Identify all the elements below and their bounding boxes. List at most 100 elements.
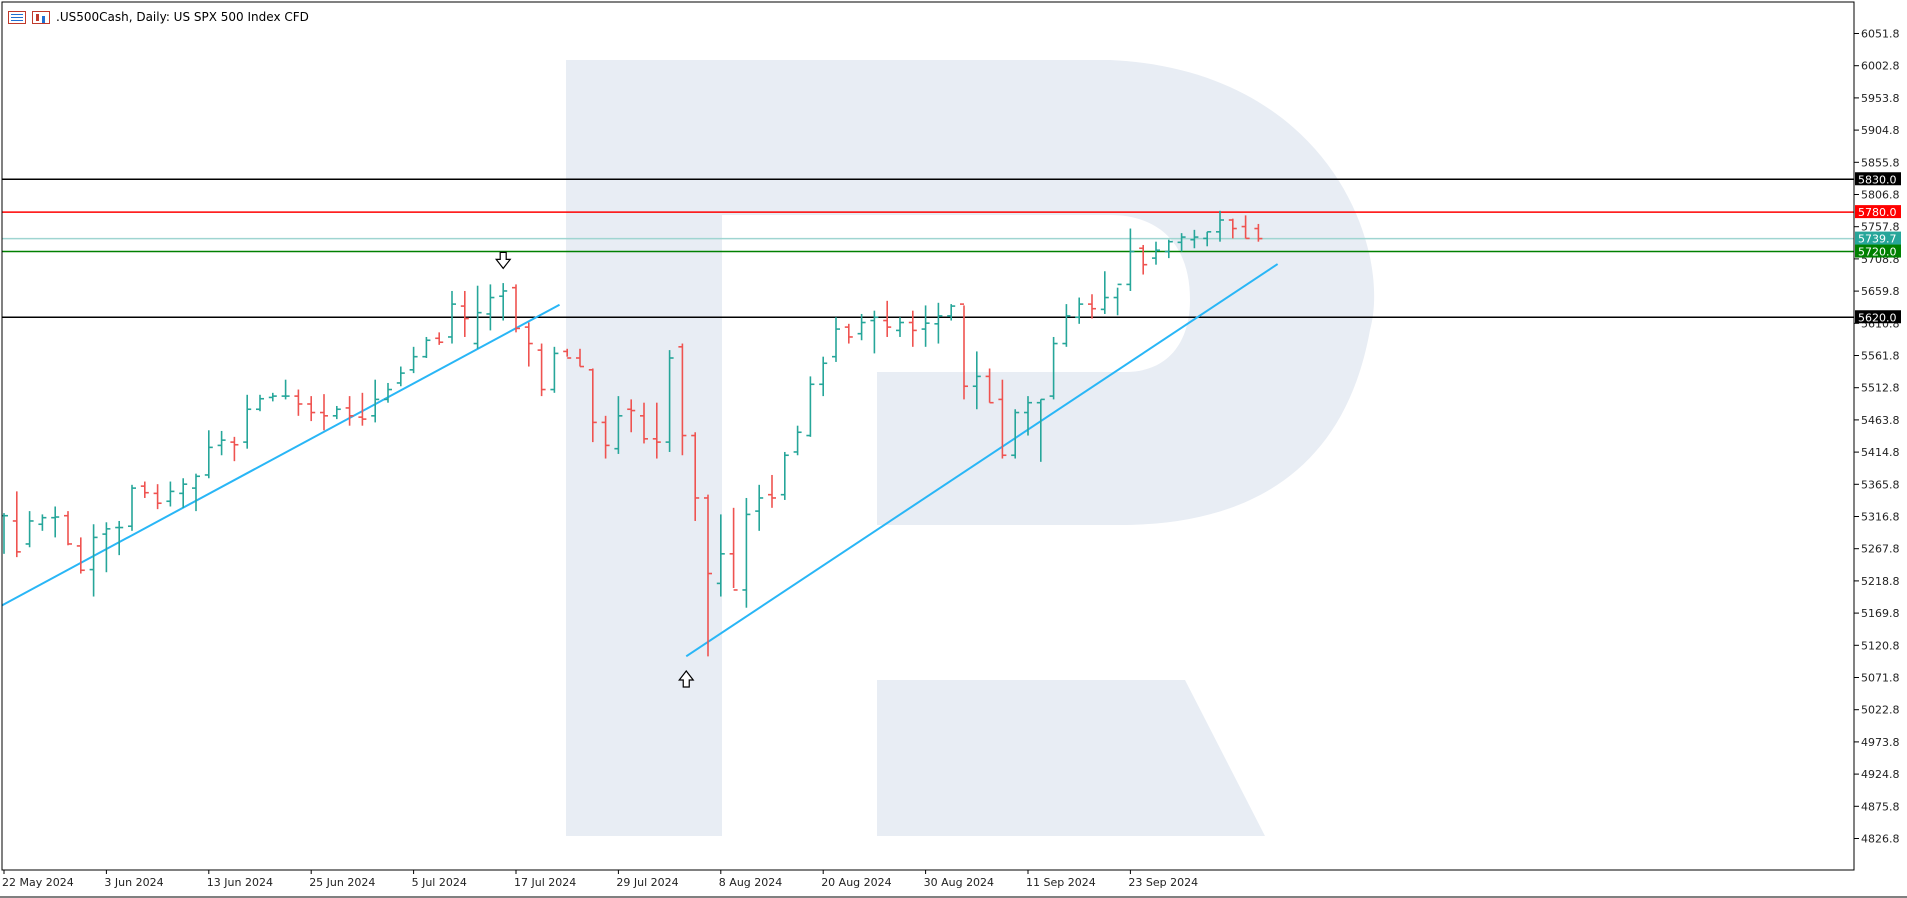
ohlc-bar (947, 304, 956, 321)
chart-header: .US500Cash, Daily: US SPX 500 Index CFD (8, 8, 309, 26)
ohlc-bar (563, 348, 572, 359)
ohlc-bar (716, 514, 725, 597)
list-icon[interactable] (8, 10, 26, 24)
ohlc-bar (217, 430, 226, 456)
y-tick-label: 5855.8 (1861, 156, 1900, 169)
ohlc-bar (1113, 283, 1122, 316)
y-tick-label: 5267.8 (1861, 543, 1900, 556)
y-tick-label: 6051.8 (1861, 28, 1900, 41)
ohlc-bar (742, 497, 751, 608)
y-tick-label: 5316.8 (1861, 511, 1900, 524)
ohlc-bar (1088, 294, 1096, 319)
ohlc-bar (1203, 231, 1212, 247)
ohlc-bar (128, 484, 136, 531)
ohlc-bar (1011, 409, 1020, 459)
ohlc-bar (1190, 229, 1199, 249)
ohlc-bar (499, 283, 508, 321)
arrow-down-icon (494, 251, 512, 270)
plot-area (2, 178, 1854, 658)
x-tick-label: 30 Aug 2024 (924, 876, 994, 889)
ohlc-bar (243, 394, 252, 449)
arrow-up-icon (678, 670, 695, 688)
ohlc-bar (256, 394, 264, 412)
ohlc-bar (384, 382, 392, 403)
level-label: 5830.0 (1858, 173, 1897, 186)
ohlc-bar (652, 402, 661, 459)
ohlc-bar (793, 425, 802, 456)
y-tick-label: 6002.8 (1861, 60, 1900, 73)
ohlc-bar (857, 313, 866, 341)
ohlc-bar (972, 351, 981, 410)
trendline-1 (2, 303, 560, 607)
ohlc-bar (768, 474, 776, 508)
ohlc-bar (166, 481, 175, 507)
ohlc-bar (537, 343, 546, 397)
ohlc-bar (1139, 244, 1148, 275)
bar-chart-icon[interactable] (32, 10, 50, 24)
ohlc-bar (614, 396, 623, 454)
level-label: 5739.7 (1858, 233, 1897, 246)
ohlc-bar (832, 317, 840, 362)
ohlc-bar (102, 522, 111, 573)
level-label: 5620.0 (1858, 311, 1897, 324)
x-tick-label: 23 Sep 2024 (1128, 876, 1198, 889)
ohlc-bar (51, 506, 60, 538)
ohlc-bar (179, 478, 188, 508)
y-tick-label: 5463.8 (1861, 414, 1900, 427)
ohlc-bar (281, 379, 290, 400)
ohlc-bar (307, 396, 316, 422)
chart-title: .US500Cash, Daily: US SPX 500 Index CFD (56, 10, 309, 24)
ohlc-bar (204, 430, 213, 479)
ohlc-bar (268, 392, 277, 402)
watermark-r-bowl (566, 60, 1375, 836)
x-tick-label: 17 Jul 2024 (514, 876, 576, 889)
ohlc-bar (64, 511, 72, 546)
ohlc-bar (25, 511, 34, 548)
y-tick-label: 5757.8 (1861, 221, 1900, 234)
ohlc-bar (691, 432, 700, 521)
ohlc-bar (908, 310, 917, 347)
y-tick-label: 5904.8 (1861, 124, 1900, 137)
ohlc-bar (294, 389, 303, 416)
ohlc-bar (371, 379, 380, 423)
ohlc-bar (819, 356, 828, 397)
level-label: 5720.0 (1858, 246, 1897, 259)
y-tick-label: 4924.8 (1861, 768, 1900, 781)
plot-frame (1, 1, 1855, 871)
ohlc-bar (512, 284, 520, 333)
ohlc-bar (435, 332, 444, 345)
y-tick-label: 5806.8 (1861, 189, 1900, 202)
ohlc-bar (844, 323, 853, 344)
ohlc-bar (192, 473, 200, 512)
ohlc-bar (678, 343, 687, 456)
watermark-r-leg (877, 680, 1265, 836)
ohlc-bar (1075, 297, 1084, 324)
ohlc-bar (1164, 239, 1173, 259)
ohlc-bar (806, 376, 815, 437)
ohlc-bar (1126, 228, 1135, 291)
ohlc-bar (38, 514, 47, 531)
ohlc-bar (755, 484, 764, 531)
ohlc-bar (883, 300, 892, 337)
ohlc-bar (588, 368, 597, 443)
ohlc-bar (524, 322, 533, 367)
ohlc-bar (1228, 218, 1237, 239)
ohlc-bar (921, 305, 930, 347)
ohlc-bar (1216, 210, 1224, 242)
ohlc-bar (473, 285, 482, 349)
x-tick-label: 3 Jun 2024 (104, 876, 163, 889)
ohlc-bar (76, 537, 85, 574)
ohlc-bar (358, 392, 367, 426)
ohlc-bar (985, 368, 994, 404)
y-tick-label: 5953.8 (1861, 92, 1900, 105)
ohlc-bar (896, 317, 904, 337)
y-tick-label: 5071.8 (1861, 672, 1900, 685)
ohlc-bar (665, 350, 674, 452)
y-tick-label: 5022.8 (1861, 704, 1900, 717)
ohlc-bar (627, 399, 636, 433)
ohlc-bar (89, 524, 98, 597)
ohlc-bar (1152, 241, 1160, 265)
y-tick-label: 4826.8 (1861, 833, 1900, 846)
ohlc-bar (320, 394, 328, 431)
